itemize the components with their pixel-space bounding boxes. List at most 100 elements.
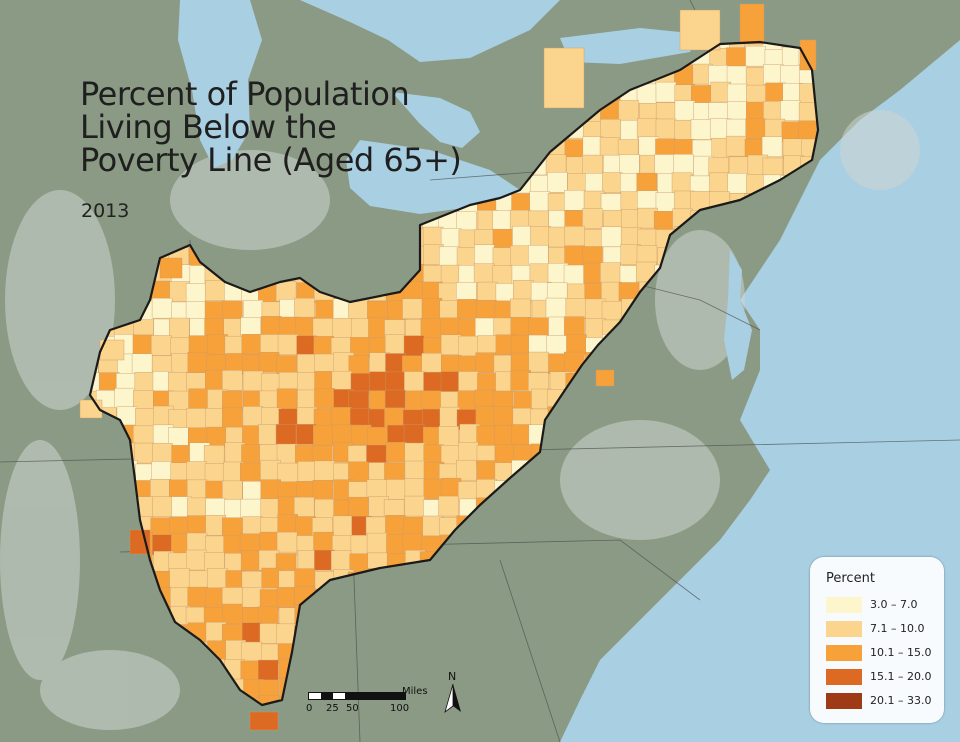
county xyxy=(240,462,261,484)
county xyxy=(367,427,388,448)
county xyxy=(440,228,462,249)
county xyxy=(152,496,173,517)
scale-bar-graphic xyxy=(308,692,406,700)
county xyxy=(492,228,514,250)
scale-bar: Miles 0 25 50 100 xyxy=(306,686,428,716)
county xyxy=(440,334,462,355)
scale-segment xyxy=(321,693,333,699)
county xyxy=(780,100,801,121)
county xyxy=(188,388,209,409)
county xyxy=(241,334,263,355)
scale-tick: 25 xyxy=(326,703,339,714)
legend-swatch xyxy=(826,597,862,613)
county xyxy=(528,244,549,266)
county xyxy=(314,353,335,375)
county xyxy=(423,444,444,465)
county xyxy=(151,297,173,319)
county xyxy=(474,244,495,265)
county xyxy=(259,695,280,705)
county xyxy=(476,460,498,481)
county xyxy=(242,516,263,537)
county xyxy=(314,388,335,409)
county xyxy=(242,406,264,427)
county xyxy=(331,370,353,392)
county xyxy=(600,262,621,283)
county xyxy=(512,225,533,247)
county xyxy=(473,263,495,284)
county xyxy=(294,297,315,319)
county xyxy=(653,211,675,232)
county xyxy=(258,423,279,445)
county xyxy=(312,479,334,501)
county xyxy=(385,371,406,393)
county xyxy=(530,226,551,247)
county xyxy=(404,371,425,392)
county xyxy=(655,118,677,140)
county xyxy=(168,372,189,393)
county xyxy=(242,481,263,502)
county xyxy=(438,495,459,517)
county xyxy=(243,300,264,321)
county xyxy=(332,318,353,339)
county xyxy=(727,83,748,105)
county xyxy=(545,297,567,319)
title-line-1: Percent of Population xyxy=(80,75,410,113)
county xyxy=(384,334,406,355)
county xyxy=(492,247,514,268)
county xyxy=(330,407,352,428)
bays xyxy=(724,230,812,380)
county xyxy=(203,445,225,466)
county xyxy=(509,298,531,320)
great-lakes xyxy=(178,0,700,214)
county xyxy=(564,316,585,337)
county xyxy=(134,442,155,464)
county xyxy=(671,172,693,193)
legend: Percent 3.0 – 7.0 7.1 – 10.0 10.1 – 15.0… xyxy=(810,557,944,723)
county xyxy=(690,119,712,140)
county xyxy=(385,442,407,463)
county xyxy=(222,406,243,428)
county xyxy=(475,352,496,373)
county xyxy=(314,460,335,482)
county xyxy=(186,549,207,571)
county xyxy=(402,298,423,319)
county xyxy=(458,371,479,392)
county xyxy=(510,317,531,338)
county xyxy=(384,407,405,428)
county xyxy=(654,154,675,175)
county xyxy=(90,372,100,393)
county xyxy=(546,335,567,356)
county xyxy=(582,208,603,229)
county xyxy=(618,100,639,121)
county xyxy=(261,316,282,337)
legend-swatch xyxy=(826,693,862,709)
legend-swatch xyxy=(826,669,862,685)
county xyxy=(403,424,425,445)
county xyxy=(294,568,315,589)
county xyxy=(384,389,406,411)
county xyxy=(404,478,426,499)
county xyxy=(600,119,621,140)
county xyxy=(655,81,677,103)
county xyxy=(457,299,478,320)
county xyxy=(315,299,336,321)
county xyxy=(440,371,462,392)
county xyxy=(422,408,443,430)
county xyxy=(475,317,496,339)
county xyxy=(134,372,156,393)
county xyxy=(564,245,585,267)
county xyxy=(761,136,783,157)
county xyxy=(510,370,531,391)
county xyxy=(169,568,190,589)
county xyxy=(150,335,172,356)
county xyxy=(439,300,460,321)
county xyxy=(350,373,372,394)
county xyxy=(725,135,747,157)
county xyxy=(240,660,261,682)
county xyxy=(438,426,459,447)
county xyxy=(602,172,623,193)
county xyxy=(150,479,171,500)
county xyxy=(601,226,622,248)
county xyxy=(528,317,549,338)
